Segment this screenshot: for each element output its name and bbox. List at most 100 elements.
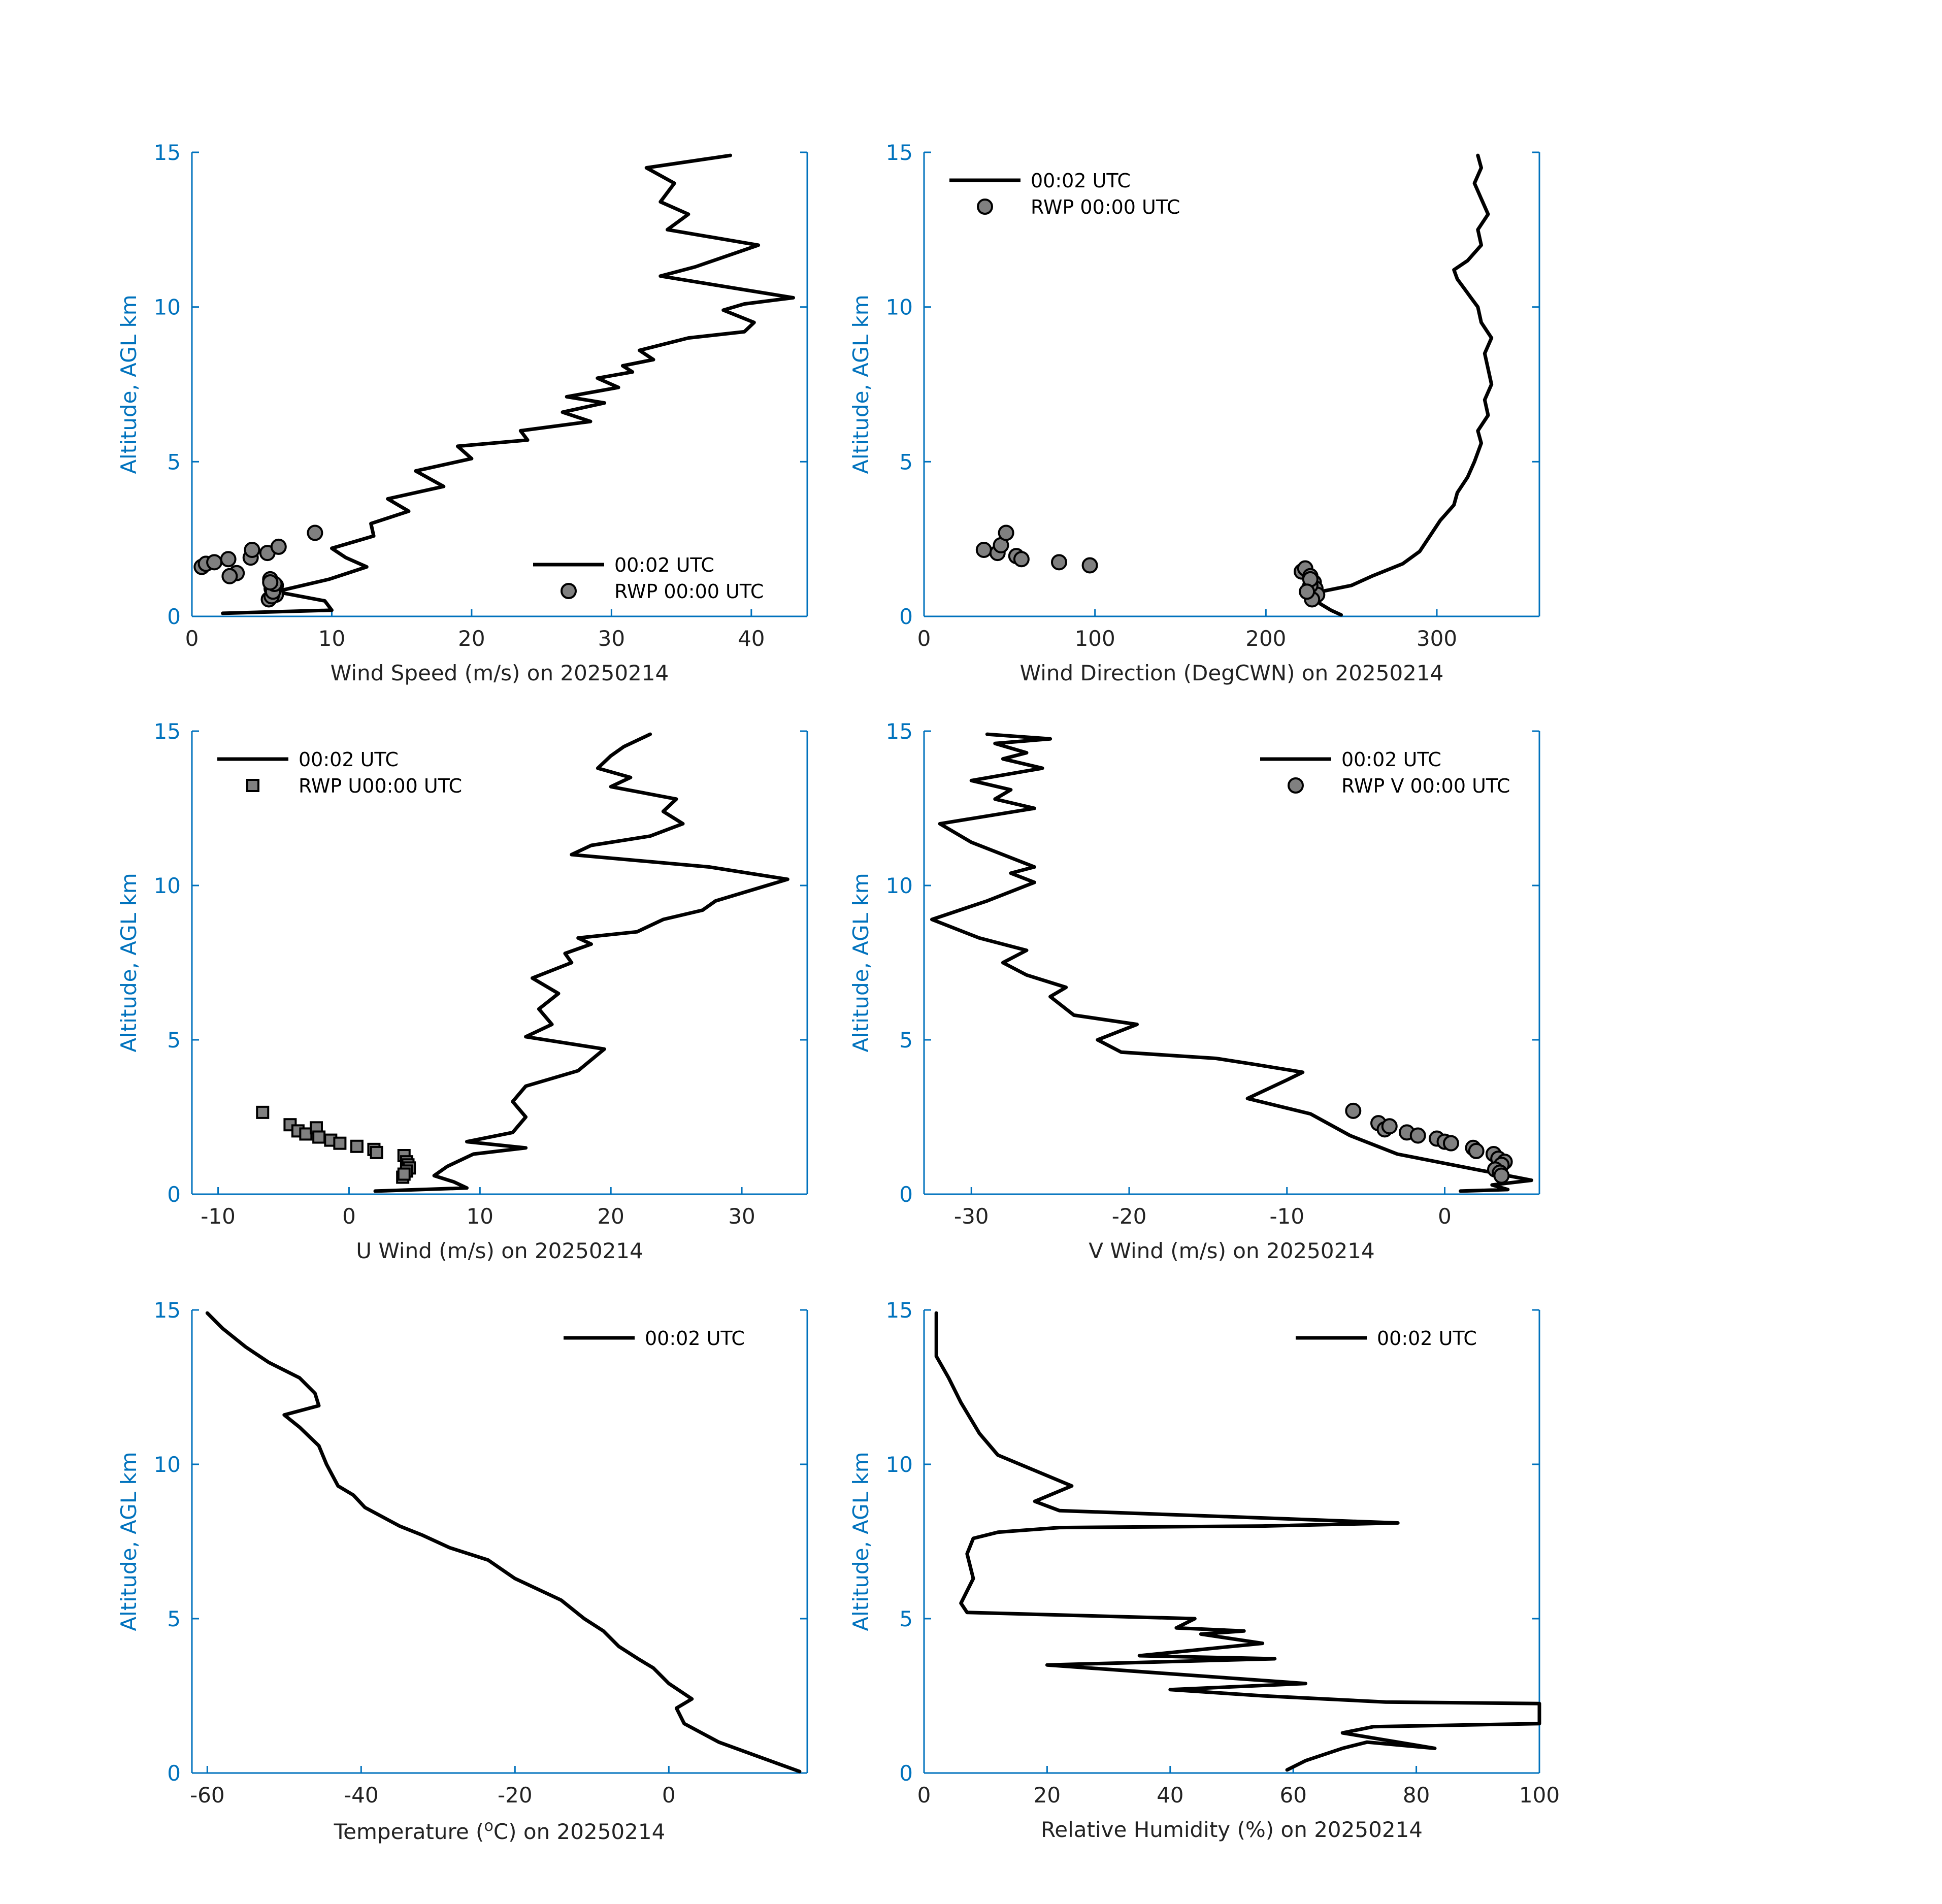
data-point — [1345, 1102, 1362, 1119]
chart-panel-5: 0 5 10 15 -60 -40 -20 0 Temperature (oC) on 2025… — [116, 1298, 808, 1844]
chart-panel-2: 0 5 10 15 0 100 200 300 Wind Direction (DegCWN) … — [848, 140, 1540, 685]
x-tick-label: 100 — [1075, 626, 1115, 651]
data-point — [1442, 1135, 1459, 1152]
series-rwp-00-00-utc — [193, 524, 323, 608]
profile-line — [930, 732, 1533, 1193]
legend-label: 00:02 UTC — [1031, 170, 1131, 192]
y-tick-label: 0 — [167, 1761, 181, 1786]
legend-label: RWP 00:00 UTC — [614, 580, 764, 603]
profile-line — [1312, 153, 1494, 617]
series-00-02-utc — [1312, 153, 1494, 617]
data-point — [1381, 1118, 1398, 1135]
y-tick-label: 15 — [886, 1298, 913, 1323]
x-tick-label: 10 — [467, 1204, 493, 1229]
x-tick-label: -20 — [498, 1783, 533, 1808]
legend-label: 00:02 UTC — [614, 554, 714, 576]
y-axis-label: Altitude, AGL km — [848, 294, 873, 474]
y-tick-label: 10 — [886, 873, 913, 898]
legend: 00:02 UTC RWP U00:00 UTC — [217, 748, 462, 797]
x-tick-label: 20 — [597, 1204, 624, 1229]
legend-label: RWP V 00:00 UTC — [1341, 775, 1510, 797]
y-tick-label: 10 — [154, 873, 181, 898]
y-axis-label: Altitude, AGL km — [848, 1452, 873, 1631]
x-tick-label: -60 — [190, 1783, 225, 1808]
y-tick-label: 10 — [886, 295, 913, 320]
series-00-02-utc — [221, 153, 795, 615]
x-axis-label: Wind Direction (DegCWN) on 20250214 — [1020, 661, 1444, 685]
y-tick-label: 15 — [154, 140, 181, 165]
y-axis-label: Altitude, AGL km — [116, 1452, 141, 1631]
y-axis-label: Altitude, AGL km — [848, 873, 873, 1052]
profile-line — [373, 732, 789, 1193]
y-tick-label: 5 — [167, 1028, 181, 1053]
data-point — [307, 524, 323, 541]
data-point — [206, 554, 223, 571]
y-tick-label: 15 — [154, 1298, 181, 1323]
series-00-02-utc — [934, 1311, 1541, 1772]
y-tick-label: 15 — [154, 719, 181, 744]
legend: 00:02 UTC — [1296, 1327, 1477, 1350]
data-point — [397, 1167, 411, 1181]
y-tick-label: 0 — [167, 1182, 181, 1207]
data-point — [1493, 1167, 1510, 1184]
legend-label: 00:02 UTC — [645, 1327, 745, 1350]
data-point — [256, 1105, 270, 1119]
chart-panel-1: 0 5 10 15 0 10 20 30 40 Wind Speed (m/s) on 20250… — [116, 140, 808, 685]
x-tick-label: 10 — [318, 626, 345, 651]
x-tick-label: -30 — [954, 1204, 989, 1229]
data-point — [350, 1139, 364, 1153]
x-axis-label: Temperature (oC) on 20250214 — [334, 1817, 666, 1844]
legend: 00:02 UTC — [564, 1327, 745, 1350]
x-axis-label: Relative Humidity (%) on 20250214 — [1041, 1817, 1423, 1842]
data-point — [333, 1136, 347, 1150]
y-axis-label: Altitude, AGL km — [116, 873, 141, 1052]
x-tick-label: 300 — [1417, 626, 1457, 651]
legend: 00:02 UTC RWP V 00:00 UTC — [1260, 748, 1510, 797]
y-tick-label: 5 — [167, 1606, 181, 1631]
y-tick-label: 10 — [886, 1452, 913, 1477]
data-point — [220, 551, 237, 568]
series-00-02-utc — [205, 1311, 802, 1774]
x-axis-label: U Wind (m/s) on 20250214 — [356, 1238, 643, 1263]
x-tick-label: 0 — [342, 1204, 356, 1229]
data-point — [244, 541, 260, 558]
x-tick-label: 80 — [1403, 1783, 1430, 1808]
data-point — [370, 1145, 383, 1159]
data-point — [270, 538, 287, 555]
y-tick-label: 0 — [167, 604, 181, 629]
x-tick-label: 20 — [1034, 1783, 1061, 1808]
x-axis-label: V Wind (m/s) on 20250214 — [1089, 1238, 1375, 1263]
y-tick-label: 5 — [899, 1028, 913, 1053]
x-tick-label: 40 — [1157, 1783, 1183, 1808]
data-point — [1050, 554, 1067, 571]
data-point — [1468, 1142, 1485, 1159]
x-tick-label: 0 — [185, 626, 199, 651]
profile-line — [221, 153, 795, 615]
y-tick-label: 0 — [899, 604, 913, 629]
y-tick-label: 0 — [899, 1761, 913, 1786]
x-tick-label: 30 — [728, 1204, 755, 1229]
legend-label: 00:02 UTC — [299, 748, 399, 771]
legend: 00:02 UTC RWP 00:00 UTC — [533, 554, 764, 603]
y-tick-label: 10 — [154, 1452, 181, 1477]
x-axis-label: Wind Speed (m/s) on 20250214 — [331, 661, 669, 685]
legend-marker-swatch — [246, 779, 259, 792]
y-tick-label: 5 — [899, 1606, 913, 1631]
profile-line — [934, 1311, 1541, 1772]
legend-label: 00:02 UTC — [1377, 1327, 1477, 1350]
data-point — [975, 541, 992, 558]
data-point — [1013, 551, 1030, 568]
chart-panel-3: 0 5 10 15 -10 0 10 20 30 U Wind (m/s) on 20250214… — [116, 719, 808, 1263]
data-point — [221, 568, 238, 584]
data-point — [1409, 1127, 1426, 1144]
x-tick-label: 0 — [917, 1783, 931, 1808]
data-point — [998, 524, 1014, 541]
x-tick-label: -20 — [1112, 1204, 1147, 1229]
x-tick-label: 30 — [598, 626, 625, 651]
x-tick-label: 0 — [917, 626, 931, 651]
series-00-02-utc — [373, 732, 789, 1193]
legend-marker-swatch — [561, 583, 577, 599]
x-tick-label: -10 — [1269, 1204, 1304, 1229]
series-rwp-u00-00-utc — [256, 1105, 416, 1184]
